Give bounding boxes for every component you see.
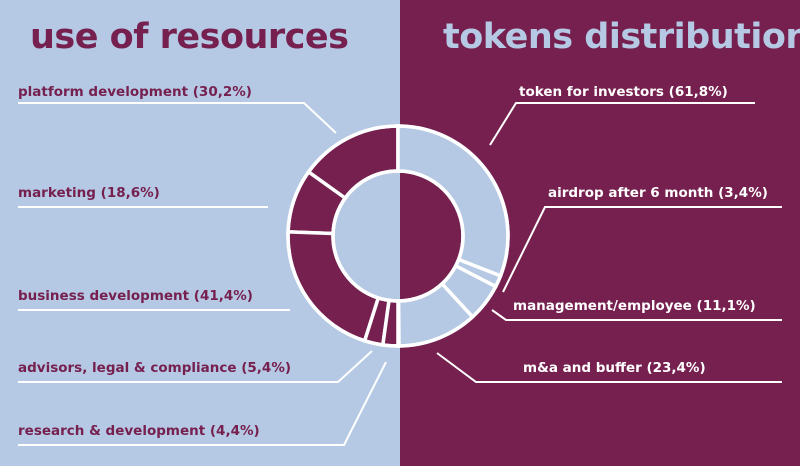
leader-research-development — [18, 361, 387, 446]
leader-platform-development — [18, 102, 337, 134]
use-of-resources-title: use of resources — [30, 17, 349, 57]
leader-management-employee — [491, 309, 782, 321]
label-airdrop: airdrop after 6 month (3,4%) — [548, 185, 768, 201]
donut-inner-ring — [331, 169, 465, 303]
leader-token-for-investors — [489, 102, 755, 146]
leader-airdrop — [502, 206, 782, 293]
label-marketing: marketing (18,6%) — [18, 185, 160, 201]
label-token-for-investors: token for investors (61,8%) — [519, 84, 728, 100]
leader-lines — [18, 102, 782, 446]
label-research-development: research & development (4,4%) — [18, 423, 260, 439]
label-platform-development: platform development (30,2%) — [18, 84, 252, 100]
leader-ma-buffer — [436, 352, 782, 383]
label-ma-buffer: m&a and buffer (23,4%) — [523, 360, 706, 376]
donut-outer-ring — [286, 124, 510, 348]
tokens-distribution-title: tokens distribution — [443, 17, 800, 57]
label-business-development: business development (41,4%) — [18, 288, 253, 304]
donut-slices — [286, 124, 510, 348]
leader-advisors-legal-compliance — [18, 350, 373, 383]
label-management-employee: management/employee (11,1%) — [513, 298, 756, 314]
label-advisors-legal-compliance: advisors, legal & compliance (5,4%) — [18, 360, 292, 376]
